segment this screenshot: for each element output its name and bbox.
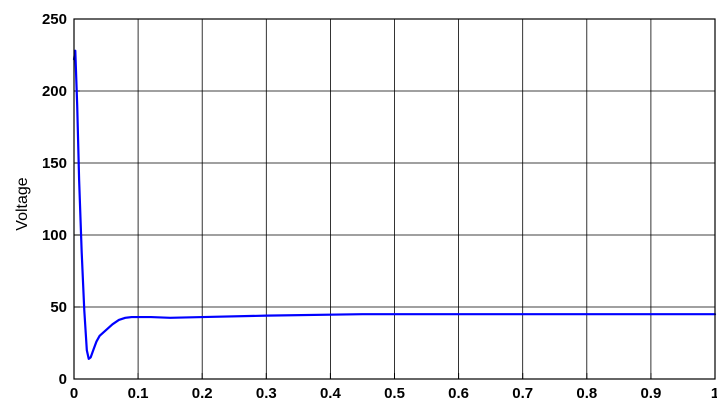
x-tick-label: 0.7 — [512, 385, 533, 402]
series-layer — [72, 49, 717, 360]
x-tick-label: 0.6 — [448, 385, 469, 402]
x-tick-label: 0.9 — [640, 385, 661, 402]
y-tick-label: 250 — [42, 11, 67, 28]
y-axis-label: Voltage — [14, 177, 31, 230]
x-tick-label: 0.1 — [128, 385, 149, 402]
x-tick-label: 0.2 — [192, 385, 213, 402]
y-tick-label: 0 — [59, 371, 67, 388]
x-tick-label: 0.8 — [576, 385, 597, 402]
voltage-series-line — [72, 49, 717, 360]
y-tick-label: 100 — [42, 227, 67, 244]
x-tick-label: 0.4 — [320, 385, 342, 402]
tick-labels: 0 0.1 0.2 0.3 0.4 0.5 0.6 0.7 0.8 0.9 1 0 50 100 150 20… — [42, 11, 717, 402]
y-tick-label: 200 — [42, 83, 67, 100]
y-tick-label: 150 — [42, 155, 67, 172]
y-tick-label: 50 — [50, 299, 67, 316]
x-tick-label: 1 — [711, 385, 717, 402]
x-tick-label: 0.5 — [384, 385, 405, 402]
grid — [73, 18, 716, 380]
x-tick-label: 0 — [70, 385, 78, 402]
plot-frame — [73, 18, 716, 380]
x-tick-label: 0.3 — [256, 385, 277, 402]
